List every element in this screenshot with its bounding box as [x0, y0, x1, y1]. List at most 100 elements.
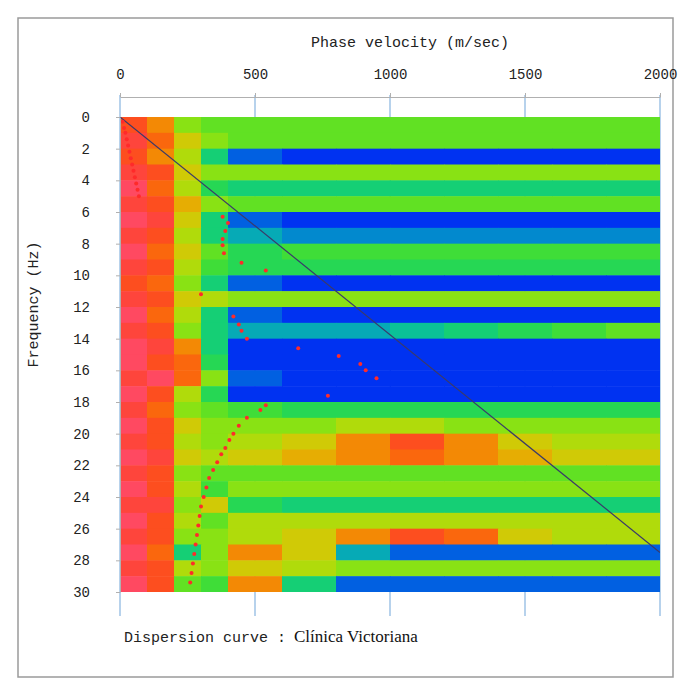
heatmap-cell: [444, 434, 499, 450]
heatmap-cell: [444, 576, 499, 592]
heatmap-cell: [282, 244, 337, 260]
pick-point: [358, 362, 362, 366]
heatmap-cell: [120, 212, 148, 228]
y-tick: 26: [73, 522, 120, 538]
heatmap-cell: [282, 560, 337, 576]
heatmap-cell: [552, 450, 607, 466]
heatmap-cell: [147, 355, 175, 371]
heatmap-cell: [282, 260, 337, 276]
heatmap-cell: [147, 434, 175, 450]
heatmap-cell: [552, 196, 607, 212]
chart: 0500100015002000024681012141618202224262…: [0, 0, 691, 689]
heatmap-cell: [498, 450, 553, 466]
y-tick: 22: [73, 458, 120, 474]
heatmap-cell: [336, 165, 391, 181]
heatmap-cell: [174, 450, 202, 466]
heatmap-cell: [201, 228, 229, 244]
tick-label: 28: [73, 553, 90, 569]
heatmap-cell: [282, 117, 337, 133]
heatmap-cell: [174, 117, 202, 133]
heatmap-cell: [201, 180, 229, 196]
heatmap-cell: [201, 275, 229, 291]
heatmap-cell: [201, 497, 229, 513]
tick-mark: [116, 529, 120, 530]
heatmap-cell: [606, 165, 660, 181]
heatmap-cell: [228, 386, 283, 402]
tick-mark: [116, 307, 120, 308]
heatmap-cell: [390, 260, 445, 276]
heatmap-cell: [228, 244, 283, 260]
heatmap-cell: [147, 370, 175, 386]
heatmap-cell: [498, 560, 553, 576]
pick-point: [245, 416, 249, 420]
heatmap-cell: [228, 434, 283, 450]
heatmap-cell: [201, 434, 229, 450]
heatmap-cell: [336, 386, 391, 402]
heatmap-cell: [147, 339, 175, 355]
pick-point: [221, 215, 225, 219]
pick-point: [207, 476, 211, 480]
heatmap-cell: [390, 513, 445, 529]
heatmap-cell: [147, 260, 175, 276]
heatmap-cell: [390, 117, 445, 133]
heatmap-cell: [606, 465, 660, 481]
heatmap-cell: [498, 133, 553, 149]
heatmap-cell: [552, 291, 607, 307]
y-tick: 10: [73, 268, 120, 284]
heatmap-cell: [120, 560, 148, 576]
y-tick: 24: [73, 490, 120, 506]
tick-label: 0: [82, 110, 90, 126]
heatmap-cell: [552, 434, 607, 450]
heatmap-cell: [390, 481, 445, 497]
heatmap-cell: [444, 260, 499, 276]
heatmap-cell: [444, 149, 499, 165]
heatmap-cell: [120, 117, 148, 133]
heatmap-cell: [390, 228, 445, 244]
tick-label: 1500: [509, 67, 543, 83]
heatmap-cell: [147, 576, 175, 592]
heatmap-cell: [120, 418, 148, 434]
heatmap-cell: [174, 529, 202, 545]
heatmap-cell: [201, 418, 229, 434]
pick-point: [264, 403, 268, 407]
heatmap-cell: [444, 228, 499, 244]
heatmap-cell: [606, 402, 660, 418]
heatmap-cell: [120, 465, 148, 481]
heatmap-cell: [228, 450, 283, 466]
tick-mark: [116, 434, 120, 435]
heatmap-cell: [444, 355, 499, 371]
heatmap-cell: [552, 339, 607, 355]
pick-point: [122, 126, 126, 130]
pick-point: [221, 237, 225, 241]
subtitle: Clínica Victoriana: [294, 627, 418, 646]
pick-point: [192, 552, 196, 556]
heatmap-cell: [390, 212, 445, 228]
heatmap-cell: [174, 386, 202, 402]
heatmap-cell: [282, 402, 337, 418]
heatmap-cell: [606, 497, 660, 513]
heatmap-cell: [282, 545, 337, 561]
tick-label: 4: [82, 173, 90, 189]
heatmap-cell: [444, 529, 499, 545]
pick-point: [198, 514, 202, 518]
heatmap-cell: [498, 291, 553, 307]
heatmap-cell: [120, 576, 148, 592]
heatmap-cell: [444, 481, 499, 497]
y-tick: 20: [73, 427, 120, 443]
tick-label: 12: [73, 300, 90, 316]
heatmap-cell: [201, 529, 229, 545]
pick-point: [125, 137, 129, 141]
y-tick: 30: [73, 585, 120, 601]
heatmap-cell: [228, 323, 283, 339]
pick-point: [202, 495, 206, 499]
heatmap-cell: [228, 465, 283, 481]
heatmap-cell: [390, 418, 445, 434]
pick-point: [188, 581, 192, 585]
heatmap-cell: [606, 149, 660, 165]
grid: [120, 95, 660, 616]
heatmap-cell: [606, 560, 660, 576]
heatmap-cell: [228, 529, 283, 545]
heatmap-cell: [606, 450, 660, 466]
pick-point: [219, 452, 223, 456]
pick-point: [123, 131, 127, 135]
